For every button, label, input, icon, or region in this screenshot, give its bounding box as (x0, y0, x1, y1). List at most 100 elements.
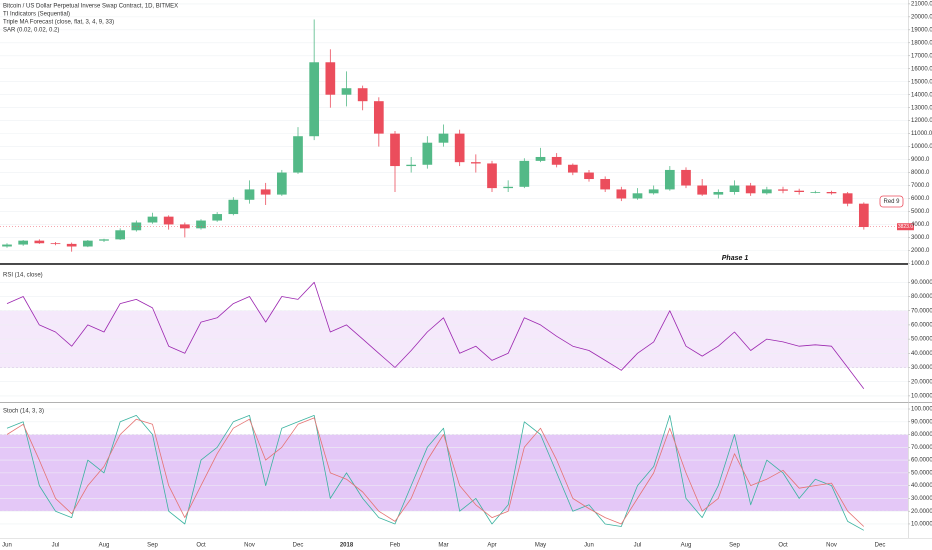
x-tick-label: Mar (438, 543, 448, 549)
candle-body (2, 244, 12, 247)
candle-body (18, 240, 29, 245)
y-tick-label: 19000.0 (911, 27, 932, 33)
candle-body (778, 189, 788, 191)
candle-body (276, 172, 287, 195)
chart-title: Bitcoin / US Dollar Perpetual Inverse Sw… (3, 4, 178, 10)
candle-body (228, 199, 239, 215)
candle-body (309, 62, 320, 137)
candle-body (422, 142, 433, 165)
y-tick-label: 4000.0 (911, 222, 930, 228)
x-tick-label: Sep (729, 543, 740, 549)
y-tick-label: 17000.0 (911, 53, 932, 59)
x-tick-label: Sep (147, 543, 158, 549)
y-tick-label: 50.0000 (911, 337, 932, 343)
candle-body (858, 203, 869, 228)
candle-body (632, 193, 643, 199)
y-tick-label: 3000.0 (911, 235, 930, 241)
x-tick-label: Aug (681, 543, 692, 549)
x-tick-label: Jun (584, 543, 594, 549)
y-tick-label: 21000.0 (911, 1, 932, 7)
candle-body (373, 101, 384, 134)
y-tick-label: 12000.0 (911, 118, 932, 124)
x-tick-label: 2018 (340, 543, 354, 549)
y-tick-label: 60.0000 (911, 322, 932, 328)
candle-body (503, 186, 514, 189)
x-tick-label: Jul (52, 543, 60, 549)
x-tick-label: Feb (390, 543, 401, 549)
y-tick-label: 60.0000 (911, 458, 932, 464)
candle-body (34, 240, 45, 244)
last-price-label: 3823.0 (898, 224, 914, 230)
x-tick-label: Jul (634, 543, 642, 549)
candle-body (131, 222, 142, 231)
y-tick-label: 8000.0 (911, 170, 930, 176)
candle-body (115, 230, 126, 240)
candle-body (729, 185, 740, 192)
candle-body (406, 164, 417, 167)
annotation: Red 9 (883, 199, 900, 205)
candle-body (519, 160, 530, 187)
indicator-label: Triple MA Forecast (close, flat, 3, 4, 9… (3, 20, 114, 26)
y-tick-label: 15000.0 (911, 79, 932, 85)
candle-body (664, 169, 675, 190)
indicator-label: SAR (0.02, 0.02, 0.2) (3, 28, 59, 34)
marks (0, 19, 914, 531)
candle-body (810, 192, 821, 193)
candle-body (357, 88, 368, 102)
candle-body (293, 136, 303, 173)
candle-body (147, 216, 158, 223)
x-tick-label: Dec (875, 543, 886, 549)
y-tick-label: 40.0000 (911, 483, 932, 489)
y-tick-label: 18000.0 (911, 40, 932, 46)
y-tick-label: 16000.0 (911, 66, 932, 72)
candle-body (325, 62, 336, 95)
y-tick-label: 10.0000 (911, 522, 932, 528)
y-tick-label: 80.0000 (911, 294, 932, 300)
chart-title: RSI (14, close) (3, 273, 43, 279)
y-tick-label: 6000.0 (911, 196, 930, 202)
x-tick-label: Nov (244, 543, 255, 549)
y-tick-label: 10000.0 (911, 144, 932, 150)
x-tick-label: May (535, 543, 546, 549)
x-tick-label: Oct (196, 543, 206, 549)
y-tick-label: 90.0000 (911, 419, 932, 425)
x-tick-label: Dec (293, 543, 304, 549)
y-tick-label: 70.0000 (911, 308, 932, 314)
y-tick-label: 20.0000 (911, 509, 932, 515)
candle-body (470, 162, 481, 164)
y-tick-label: 13000.0 (911, 105, 932, 111)
candle-body (761, 189, 772, 194)
y-tick-label: 7000.0 (911, 183, 930, 189)
chart-title: Stoch (14, 3, 3) (3, 409, 44, 415)
candle-body (648, 189, 659, 194)
candle-body (82, 240, 93, 247)
candle-body (551, 156, 562, 165)
x-tick-label: Aug (99, 543, 110, 549)
candle-body (50, 243, 61, 245)
y-tick-label: 9000.0 (911, 157, 930, 163)
candle-body (438, 133, 449, 143)
y-tick-label: 50.0000 (911, 470, 932, 476)
candle-body (196, 220, 206, 229)
y-tick-label: 30.0000 (911, 496, 932, 502)
series-line (6, 281, 865, 390)
y-tick-label: 40.0000 (911, 351, 932, 357)
candle-body (163, 216, 174, 225)
candle-body (535, 156, 546, 161)
candle-body (212, 214, 223, 221)
candle-body (487, 163, 497, 189)
y-tick-label: 80.0000 (911, 432, 932, 438)
x-tick-label: Nov (826, 543, 837, 549)
y-tick-label: 1000.0 (911, 261, 930, 267)
candle-body (697, 185, 708, 195)
y-tick-label: 20000.0 (911, 14, 932, 20)
y-tick-label: 5000.0 (911, 209, 930, 215)
candle-body (567, 164, 578, 173)
series-line (6, 417, 865, 527)
candle-body (794, 190, 805, 192)
y-tick-label: 11000.0 (911, 131, 932, 137)
candle-body (66, 243, 77, 247)
